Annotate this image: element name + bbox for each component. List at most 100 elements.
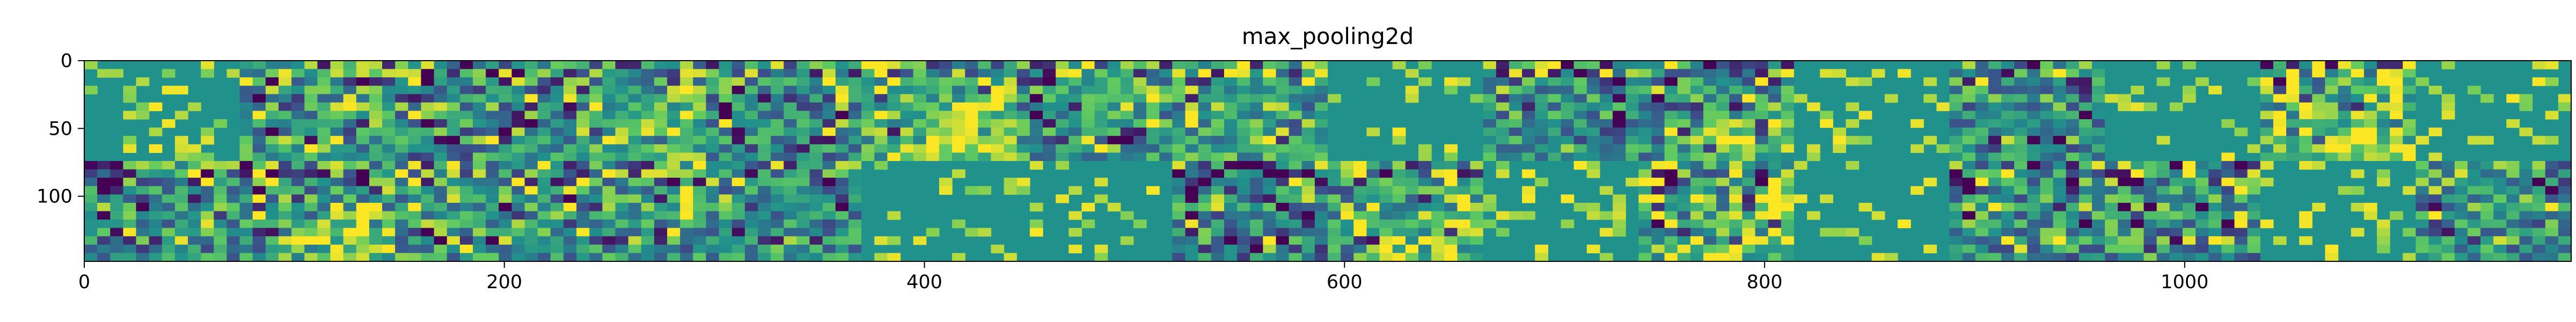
- pixel: [343, 61, 357, 70]
- pixel: [2338, 94, 2352, 103]
- pixel: [2493, 202, 2507, 212]
- pixel: [2441, 219, 2455, 229]
- pixel: [1949, 152, 1963, 162]
- pixel: [252, 236, 266, 245]
- pixel: [459, 161, 473, 170]
- pixel: [499, 211, 513, 220]
- pixel: [602, 94, 616, 103]
- pixel: [2221, 253, 2235, 261]
- pixel: [1056, 111, 1069, 120]
- pixel: [2325, 102, 2339, 112]
- pixel: [1703, 69, 1717, 78]
- pixel: [978, 77, 992, 86]
- pixel: [680, 202, 693, 212]
- pixel: [667, 127, 680, 136]
- pixel: [2169, 202, 2183, 212]
- pixel: [654, 169, 668, 178]
- pixel: [1483, 94, 1497, 103]
- pixel: [1975, 119, 1989, 128]
- pixel: [771, 127, 784, 136]
- pixel: [680, 219, 693, 229]
- pixel: [796, 244, 810, 254]
- pixel: [1392, 186, 1406, 195]
- pixel: [356, 111, 370, 120]
- x-tick-label: 0: [78, 272, 90, 293]
- pixel: [1289, 69, 1302, 78]
- pixel: [1056, 61, 1069, 70]
- pixel: [991, 127, 1005, 136]
- pixel: [330, 69, 344, 78]
- pixel: [1366, 236, 1380, 245]
- pixel: [1185, 161, 1199, 170]
- pixel: [2027, 211, 2041, 220]
- pixel: [628, 236, 642, 245]
- pixel: [667, 244, 680, 254]
- pixel: [2260, 102, 2274, 112]
- pixel: [628, 77, 642, 86]
- pixel: [239, 111, 253, 120]
- pixel: [1846, 119, 1860, 128]
- pixel: [680, 144, 693, 153]
- feature-map-tile: [395, 161, 551, 261]
- pixel: [1250, 85, 1263, 94]
- pixel: [473, 228, 486, 237]
- pixel: [952, 152, 965, 162]
- pixel: [1276, 69, 1290, 78]
- pixel: [2247, 211, 2261, 220]
- pixel: [2312, 152, 2326, 162]
- pixel: [2286, 152, 2300, 162]
- pixel: [1962, 85, 1976, 94]
- pixel: [1211, 194, 1225, 203]
- pixel: [680, 102, 693, 112]
- pixel: [784, 161, 797, 170]
- pixel: [1405, 211, 1419, 220]
- pixel: [537, 211, 551, 220]
- pixel: [1522, 186, 1535, 195]
- pixel: [1431, 169, 1445, 178]
- pixel: [1263, 69, 1277, 78]
- pixel: [680, 194, 693, 203]
- pixel: [719, 69, 733, 78]
- pixel: [2001, 94, 2015, 103]
- pixel: [2416, 253, 2429, 261]
- pixel: [2143, 244, 2157, 254]
- pixel: [2441, 202, 2455, 212]
- pixel: [2363, 77, 2377, 86]
- pixel: [265, 219, 279, 229]
- pixel: [848, 161, 862, 170]
- pixel: [926, 61, 940, 70]
- pixel: [2506, 178, 2520, 187]
- feature-map-tile: [395, 61, 551, 162]
- pixel: [343, 119, 357, 128]
- pixel: [511, 94, 525, 103]
- pixel: [2156, 194, 2170, 203]
- pixel: [1612, 127, 1626, 136]
- pixel: [628, 111, 642, 120]
- pixel: [991, 94, 1005, 103]
- pixel: [2532, 236, 2546, 245]
- pixel: [2118, 228, 2131, 237]
- pixel: [447, 94, 460, 103]
- pixel: [1716, 61, 1730, 70]
- pixel: [1237, 61, 1250, 70]
- pixel: [667, 119, 680, 128]
- pixel: [2143, 236, 2157, 245]
- pixel: [2001, 194, 2015, 203]
- pixel: [2208, 211, 2222, 220]
- pixel: [2260, 94, 2274, 103]
- pixel: [1612, 228, 1626, 237]
- pixel: [809, 69, 823, 78]
- pixel: [459, 94, 473, 103]
- pixel: [2131, 253, 2145, 261]
- pixel: [1353, 211, 1367, 220]
- pixel: [2079, 119, 2092, 128]
- pixel: [2079, 127, 2092, 136]
- pixel: [2221, 194, 2235, 203]
- pixel: [537, 219, 551, 229]
- pixel: [1250, 102, 1263, 112]
- pixel: [408, 169, 422, 178]
- pixel: [239, 228, 253, 237]
- pixel: [861, 136, 875, 145]
- pixel: [1768, 77, 1782, 86]
- pixel: [2079, 228, 2092, 237]
